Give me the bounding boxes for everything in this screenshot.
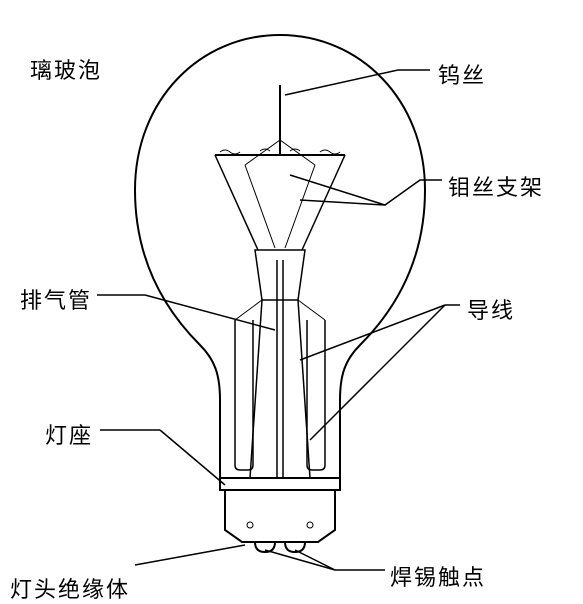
label-molybdenum: 钼丝支架 [448,170,544,202]
support-wire-left [215,155,258,250]
stem-top [255,250,305,300]
label-tungsten: 钨丝 [438,58,486,90]
label-solder: 焊锡触点 [390,560,486,592]
base-body [225,490,335,542]
label-glass-bulb: 璃玻泡 [30,53,102,85]
label-holder: 灯座 [45,418,93,450]
lead-wire-right [298,300,310,478]
label-exhaust: 排气管 [20,283,92,315]
label-insulator: 灯头绝缘体 [10,572,130,604]
label-leadwire: 导线 [467,293,515,325]
base-rim [220,478,340,490]
